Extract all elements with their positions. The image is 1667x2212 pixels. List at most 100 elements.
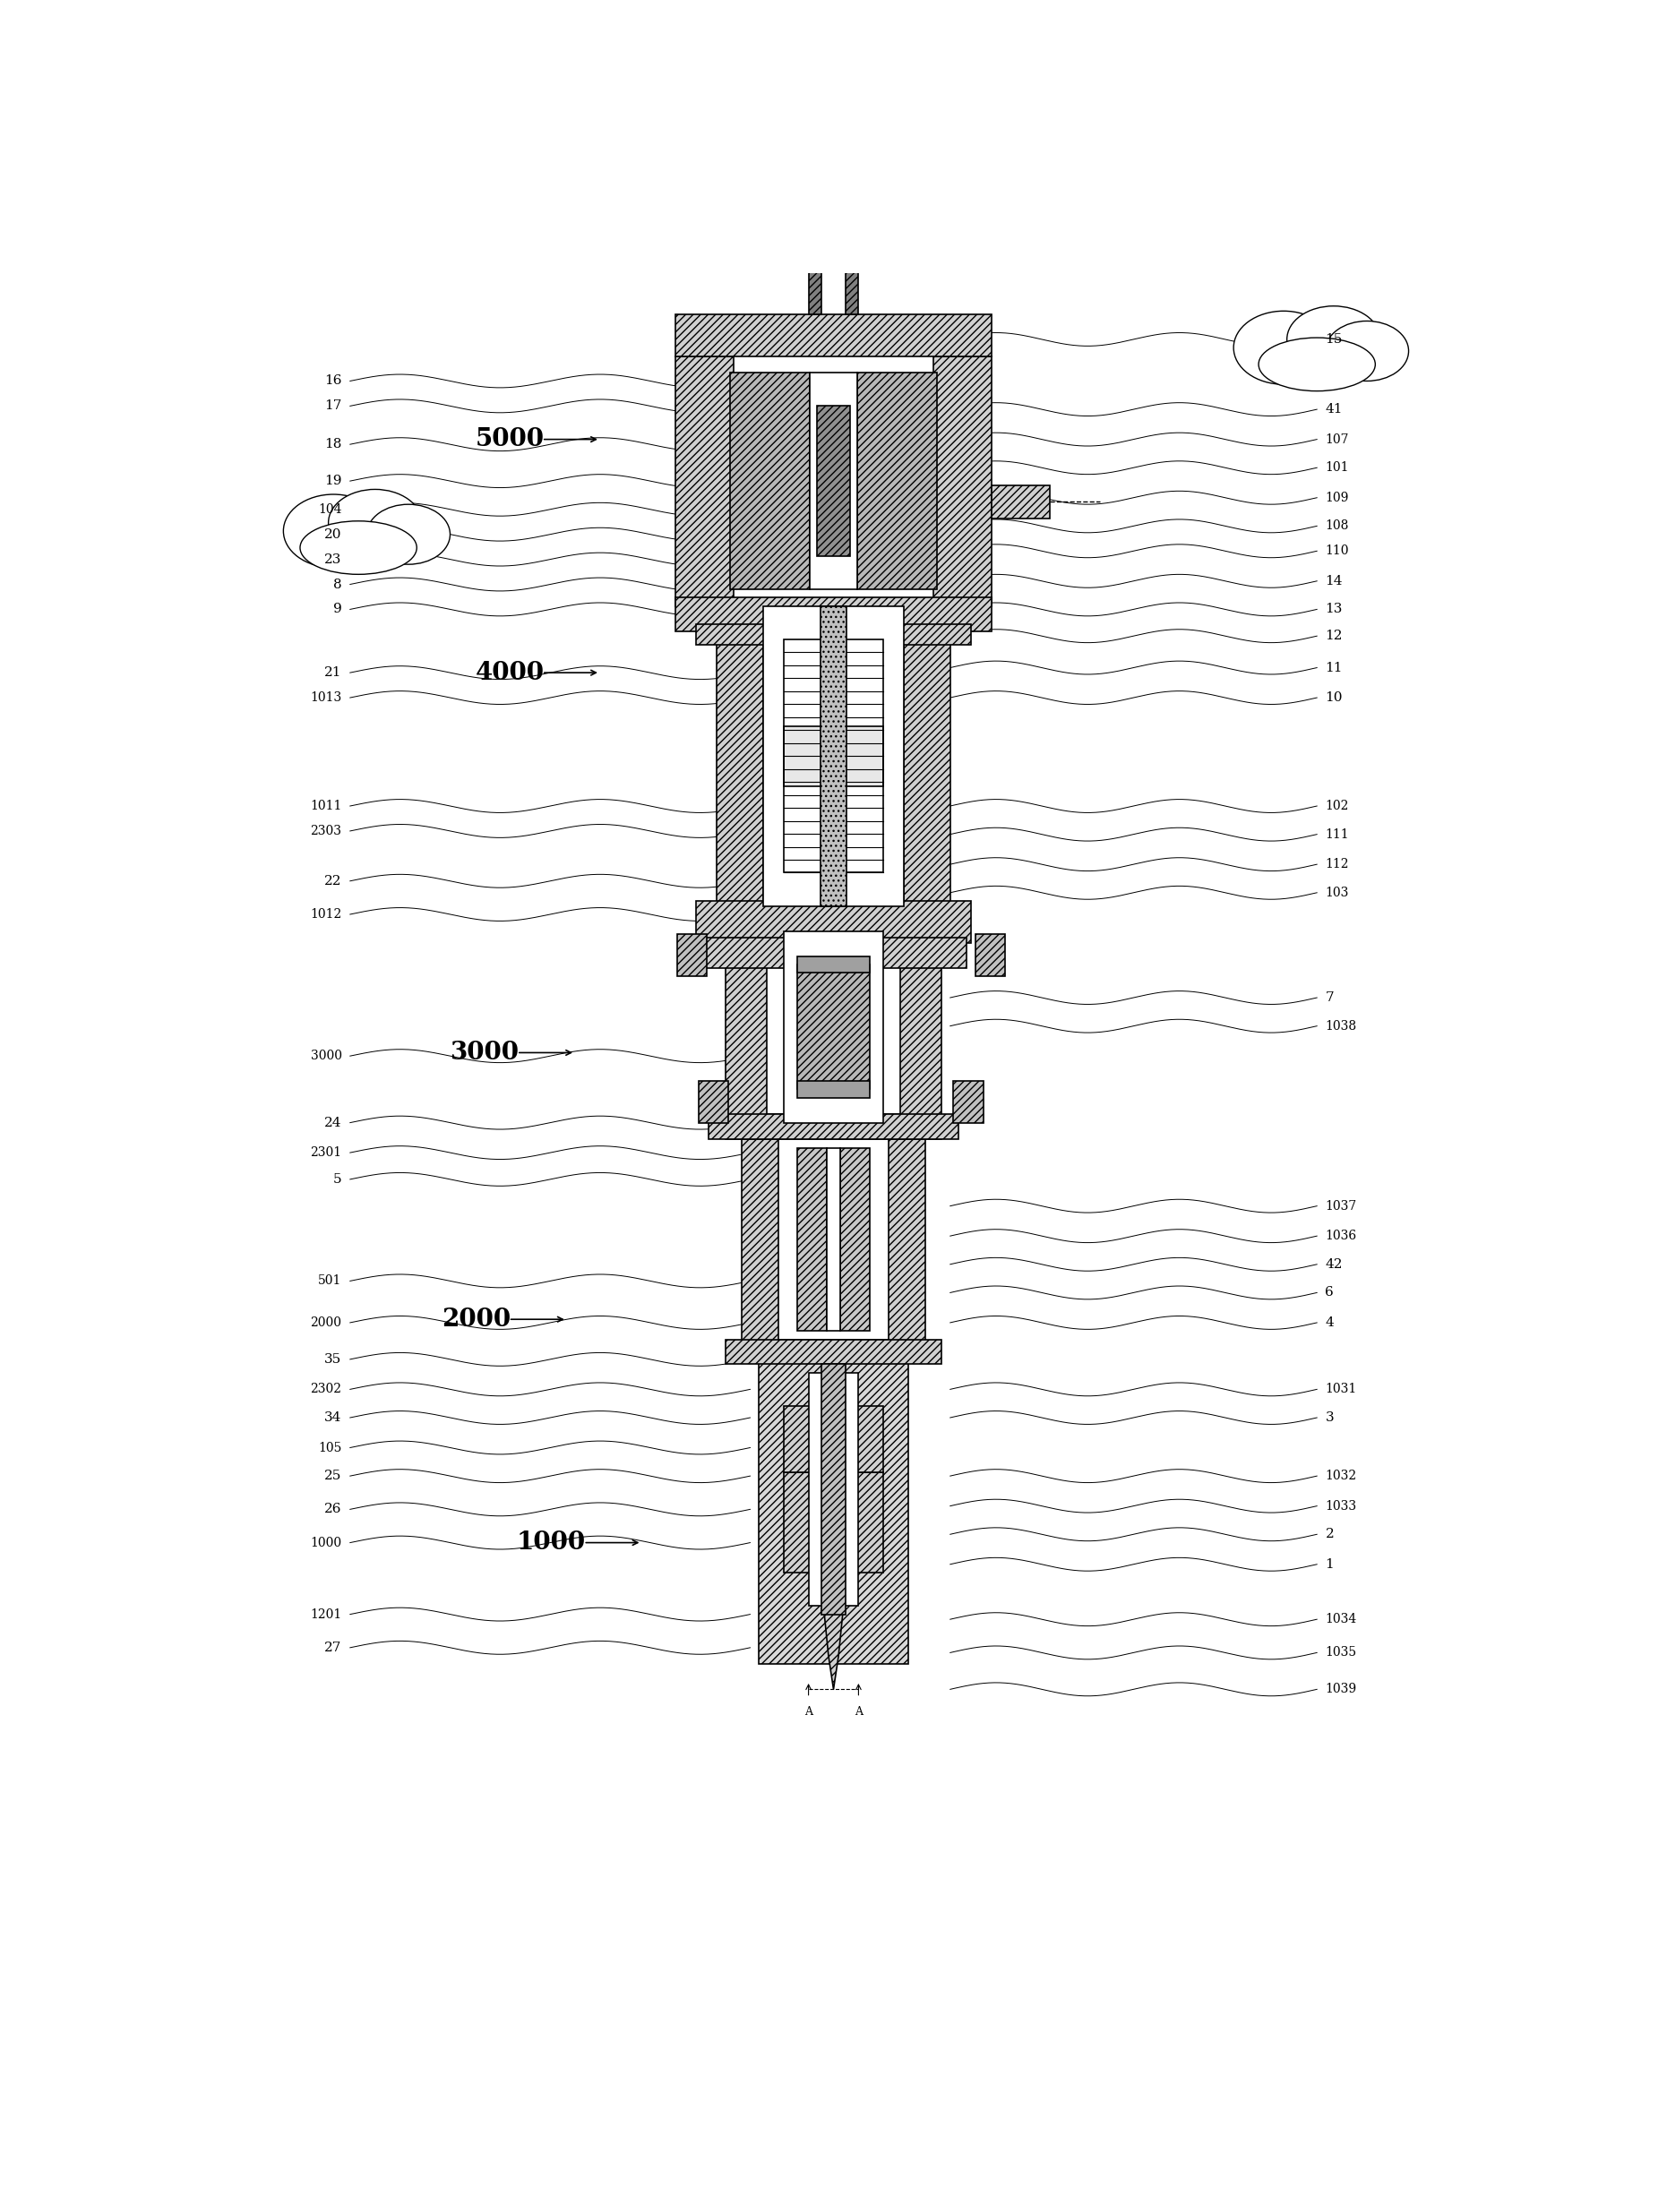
Text: 103: 103 bbox=[1325, 887, 1349, 898]
Bar bbox=[934, 356, 992, 606]
Text: 9: 9 bbox=[333, 604, 342, 615]
Text: 104: 104 bbox=[318, 502, 342, 515]
Text: 1000: 1000 bbox=[310, 1537, 342, 1548]
Text: 501: 501 bbox=[318, 1274, 342, 1287]
Bar bbox=[797, 1148, 827, 1332]
Bar bbox=[677, 933, 707, 975]
Text: 110: 110 bbox=[1325, 544, 1349, 557]
Text: 108: 108 bbox=[1325, 520, 1349, 533]
Text: 1031: 1031 bbox=[1325, 1382, 1357, 1396]
Ellipse shape bbox=[300, 522, 417, 575]
Text: 8: 8 bbox=[333, 577, 342, 591]
Bar bbox=[808, 257, 822, 314]
Text: 16: 16 bbox=[325, 374, 342, 387]
Bar bbox=[742, 1130, 778, 1347]
Text: 23: 23 bbox=[325, 553, 342, 566]
Bar bbox=[783, 726, 884, 785]
Text: 4000: 4000 bbox=[475, 661, 543, 686]
Bar bbox=[725, 931, 767, 1124]
Bar bbox=[675, 597, 992, 630]
Text: 1011: 1011 bbox=[310, 801, 342, 812]
Ellipse shape bbox=[328, 489, 422, 555]
Text: A: A bbox=[805, 1705, 812, 1719]
Text: 17: 17 bbox=[325, 400, 342, 411]
Text: 1: 1 bbox=[1325, 1557, 1334, 1571]
Text: 3: 3 bbox=[1325, 1411, 1334, 1425]
Text: 20: 20 bbox=[325, 529, 342, 540]
Bar bbox=[758, 1338, 909, 1663]
Text: 2303: 2303 bbox=[310, 825, 342, 838]
Text: 1033: 1033 bbox=[1325, 1500, 1357, 1513]
Ellipse shape bbox=[367, 504, 450, 564]
Text: 7: 7 bbox=[1325, 991, 1334, 1004]
Bar bbox=[857, 372, 937, 588]
Bar bbox=[783, 639, 884, 874]
Text: 24: 24 bbox=[325, 1117, 342, 1128]
Text: 1000: 1000 bbox=[517, 1531, 585, 1555]
Bar bbox=[708, 1115, 959, 1139]
Bar bbox=[725, 1338, 942, 1365]
Bar bbox=[695, 900, 970, 942]
Text: 1201: 1201 bbox=[310, 1608, 342, 1621]
Text: 2: 2 bbox=[1325, 1528, 1334, 1540]
Bar bbox=[695, 624, 970, 644]
Text: 111: 111 bbox=[1325, 827, 1349, 841]
Bar bbox=[975, 933, 1005, 975]
Ellipse shape bbox=[283, 493, 383, 568]
Text: 107: 107 bbox=[1325, 434, 1349, 445]
Text: 1013: 1013 bbox=[310, 692, 342, 703]
Bar bbox=[820, 606, 847, 907]
Text: 34: 34 bbox=[325, 1411, 342, 1425]
Text: 5: 5 bbox=[333, 1172, 342, 1186]
Bar bbox=[900, 931, 942, 1124]
Bar bbox=[808, 1374, 859, 1606]
Text: 22: 22 bbox=[325, 874, 342, 887]
Bar bbox=[717, 606, 763, 907]
Ellipse shape bbox=[1325, 321, 1409, 380]
Text: 3000: 3000 bbox=[450, 1040, 518, 1064]
Text: 25: 25 bbox=[325, 1469, 342, 1482]
Bar bbox=[698, 1082, 728, 1124]
Bar bbox=[840, 1148, 870, 1332]
Bar bbox=[675, 314, 992, 356]
Bar bbox=[783, 931, 884, 1124]
Bar bbox=[675, 356, 733, 606]
Text: 27: 27 bbox=[325, 1641, 342, 1655]
Text: 4: 4 bbox=[1325, 1316, 1334, 1329]
Text: 102: 102 bbox=[1325, 801, 1349, 812]
Text: 5000: 5000 bbox=[475, 427, 543, 451]
Text: 2000: 2000 bbox=[442, 1307, 510, 1332]
Bar bbox=[954, 1082, 984, 1124]
Text: 1035: 1035 bbox=[1325, 1646, 1357, 1659]
Bar bbox=[783, 1407, 884, 1473]
Text: 1037: 1037 bbox=[1325, 1199, 1357, 1212]
Text: 1039: 1039 bbox=[1325, 1683, 1357, 1697]
Text: 2000: 2000 bbox=[310, 1316, 342, 1329]
Bar bbox=[817, 407, 850, 555]
Text: 101: 101 bbox=[1325, 462, 1349, 473]
Bar bbox=[763, 606, 904, 907]
Bar bbox=[708, 909, 959, 940]
Bar bbox=[730, 372, 810, 588]
Text: 1032: 1032 bbox=[1325, 1469, 1357, 1482]
Text: 35: 35 bbox=[325, 1354, 342, 1365]
Text: 13: 13 bbox=[1325, 604, 1342, 615]
Text: 11: 11 bbox=[1325, 661, 1342, 675]
Text: 42: 42 bbox=[1325, 1259, 1342, 1270]
Bar bbox=[797, 956, 870, 973]
Bar bbox=[810, 372, 857, 588]
Text: 1034: 1034 bbox=[1325, 1613, 1357, 1626]
Bar bbox=[783, 1473, 884, 1573]
Text: A: A bbox=[855, 1705, 862, 1719]
Text: 1036: 1036 bbox=[1325, 1230, 1357, 1243]
Bar bbox=[992, 484, 1050, 518]
Text: 3000: 3000 bbox=[310, 1051, 342, 1062]
Ellipse shape bbox=[1234, 312, 1334, 385]
Text: 10: 10 bbox=[1325, 692, 1342, 703]
Text: 41: 41 bbox=[1325, 403, 1342, 416]
Text: 109: 109 bbox=[1325, 491, 1349, 504]
Bar bbox=[700, 938, 967, 967]
Bar bbox=[797, 1082, 870, 1097]
Bar bbox=[797, 964, 870, 1088]
Text: 1038: 1038 bbox=[1325, 1020, 1357, 1033]
